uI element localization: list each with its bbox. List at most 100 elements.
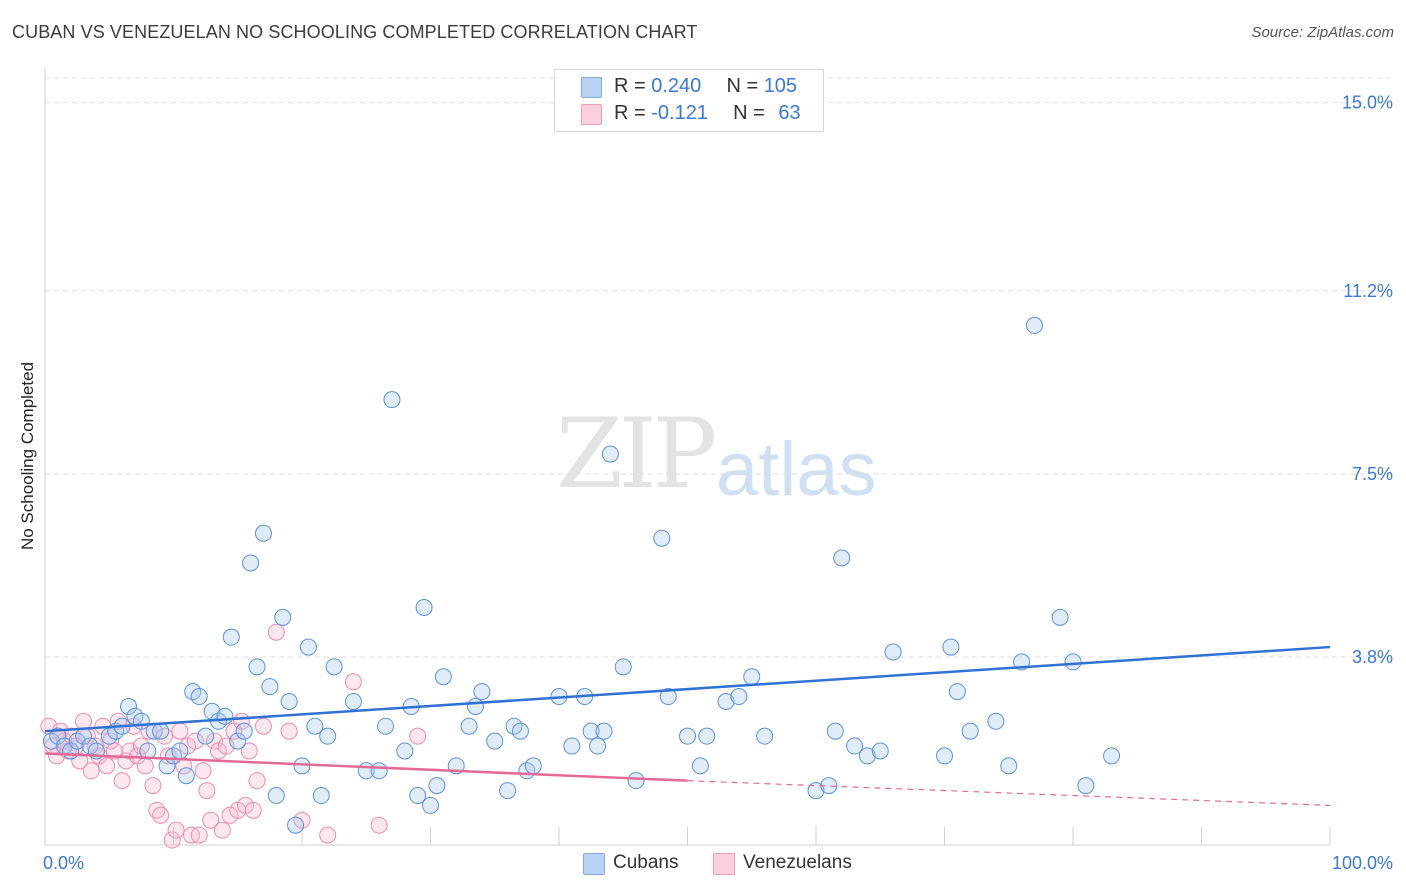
venezuelans-trend-line — [44, 752, 688, 782]
venezuelans-point — [190, 826, 208, 844]
venezuelans-trend-extension — [687, 780, 1331, 807]
cubans-legend-swatch — [583, 853, 605, 875]
x-tick-label: 100.0% — [1332, 853, 1393, 873]
venezuelans-point — [240, 742, 258, 760]
cubans-r-label: R = — [614, 75, 646, 97]
y-tick-label: 7.5% — [1352, 464, 1393, 484]
venezuelans-point — [186, 732, 204, 750]
cubans-point — [428, 777, 446, 795]
cubans-point — [325, 658, 343, 676]
cubans-point — [280, 692, 298, 710]
venezuelans-point — [152, 806, 170, 824]
cubans-point — [717, 692, 735, 710]
cubans-point — [807, 782, 825, 800]
cubans-point — [846, 737, 864, 755]
venezuelans-legend-label: Venezuelans — [743, 852, 852, 873]
cubans-point — [884, 643, 902, 661]
cubans-point — [319, 727, 337, 745]
cubans-point — [743, 668, 761, 686]
cubans-point — [756, 727, 774, 745]
cubans-points — [42, 316, 1121, 834]
venezuelans-point — [198, 782, 216, 800]
correlation-legend: R = 0.240 N = 105 R = -0.121 N = 63 — [554, 69, 824, 132]
venezuelans-point — [194, 762, 212, 780]
y-tick-label: 15.0% — [1342, 93, 1393, 113]
cubans-point — [1000, 757, 1018, 775]
cubans-point — [434, 668, 452, 686]
cubans-point — [383, 391, 401, 409]
venezuelans-point — [202, 811, 220, 829]
cubans-point — [344, 692, 362, 710]
cubans-point — [499, 782, 517, 800]
tick-labels: 3.8% 7.5% 11.2% 15.0% 0.0% 100.0% — [43, 93, 1393, 873]
cubans-point — [267, 787, 285, 805]
cubans-point — [49, 727, 67, 745]
cubans-point — [190, 688, 208, 706]
cubans-point — [1051, 608, 1069, 626]
cubans-point — [177, 767, 195, 785]
cubans-point — [120, 697, 138, 715]
cubans-point — [614, 658, 632, 676]
cubans-point — [235, 722, 253, 740]
chart-title: CUBAN VS VENEZUELAN NO SCHOOLING COMPLET… — [12, 22, 698, 42]
cubans-point — [627, 772, 645, 790]
cubans-point — [254, 524, 272, 542]
venezuelans-point — [280, 722, 298, 740]
cubans-point — [422, 796, 439, 814]
venezuelans-point — [319, 826, 337, 844]
venezuelans-n-label: N = — [733, 102, 765, 124]
cubans-point — [396, 742, 414, 760]
cubans-point — [698, 727, 716, 745]
cubans-point — [691, 757, 709, 775]
venezuelans-r-value: -0.121 — [651, 102, 708, 124]
venezuelans-r-label: R = — [614, 102, 646, 124]
venezuelans-point — [244, 801, 262, 819]
venezuelans-point — [171, 722, 189, 740]
venezuelans-points — [40, 623, 427, 849]
cubans-point — [1077, 777, 1095, 795]
cubans-point — [1064, 653, 1082, 671]
venezuelans-point — [344, 673, 362, 691]
venezuelans-point — [136, 757, 154, 775]
cubans-point — [222, 628, 240, 646]
cubans-point — [679, 727, 696, 745]
cubans-trend-line — [44, 645, 1331, 733]
venezuelans-swatch — [581, 104, 602, 125]
cubans-point — [601, 445, 619, 463]
cubans-n-label: N = — [726, 75, 759, 97]
cubans-point — [524, 757, 542, 775]
venezuelans-point — [267, 623, 285, 641]
cubans-point — [261, 678, 279, 696]
venezuelans-point — [75, 712, 93, 730]
cubans-point — [833, 549, 851, 567]
cubans-legend-label: Cubans — [613, 852, 679, 873]
venezuelans-point — [113, 772, 131, 790]
cubans-swatch — [581, 77, 602, 98]
venezuelans-point — [213, 821, 231, 839]
cubans-point — [987, 712, 1005, 730]
cubans-r-value: 0.240 — [651, 75, 702, 97]
cubans-point — [936, 747, 953, 765]
cubans-point — [306, 717, 324, 735]
cubans-point — [653, 529, 671, 547]
cubans-point — [826, 722, 844, 740]
venezuelans-point — [163, 831, 181, 849]
cubans-point — [473, 683, 491, 701]
cubans-point — [961, 722, 979, 740]
venezuelans-point — [98, 757, 116, 775]
cubans-point — [229, 732, 247, 750]
cubans-point — [287, 816, 305, 834]
venezuelans-legend-swatch — [713, 853, 735, 875]
source-label: Source: ZipAtlas.com — [1251, 24, 1394, 41]
axes — [44, 68, 1331, 846]
cubans-point — [1103, 747, 1121, 765]
cubans-point — [377, 717, 395, 735]
cubans-point — [942, 638, 960, 656]
cubans-point — [589, 737, 607, 755]
watermark-zip: ZIP — [556, 398, 717, 510]
cubans-point — [659, 688, 677, 706]
cubans-point — [511, 722, 529, 740]
venezuelans-point — [82, 762, 100, 780]
cubans-point — [370, 762, 388, 780]
